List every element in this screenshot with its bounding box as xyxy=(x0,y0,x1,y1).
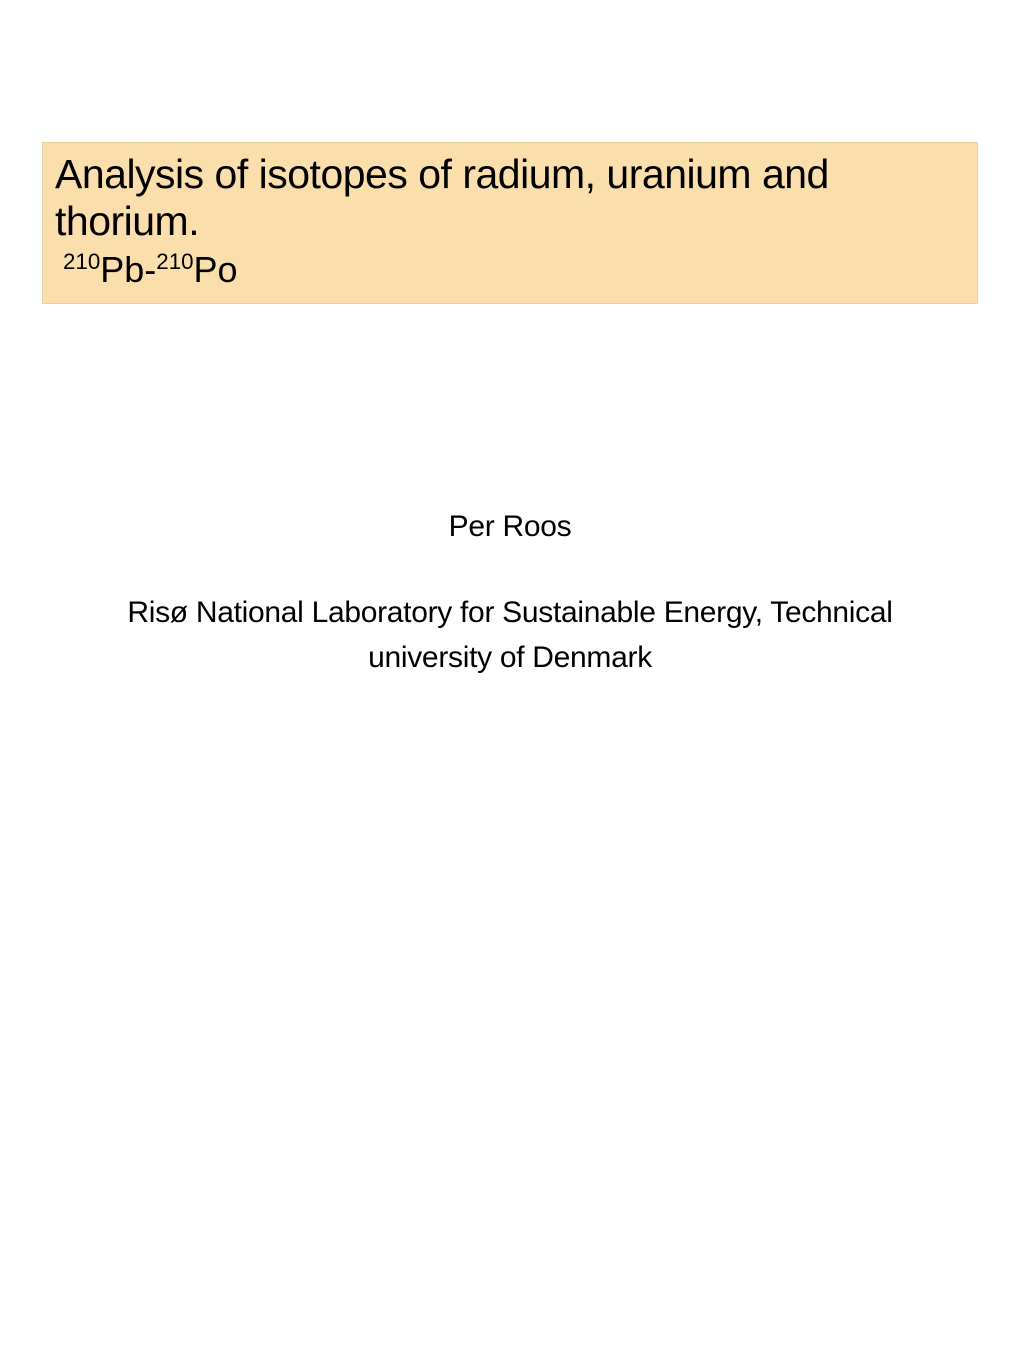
title-box: Analysis of isotopes of radium, uranium … xyxy=(42,142,978,304)
affiliation-line-1: Risø National Laboratory for Sustainable… xyxy=(127,596,892,629)
slide-title: Analysis of isotopes of radium, uranium … xyxy=(55,151,965,245)
isotope-mass-2: 210 xyxy=(156,249,193,274)
isotope-mass-1: 210 xyxy=(63,249,100,274)
isotope-element-2: Po xyxy=(194,249,238,290)
slide-subtitle: 210Pb-210Po xyxy=(55,249,965,291)
author-name: Per Roos xyxy=(0,510,1020,544)
affiliation-line-2: university of Denmark xyxy=(368,641,652,674)
isotope-element-1: Pb xyxy=(100,249,144,290)
author-affiliation: Risø National Laboratory for Sustainable… xyxy=(0,590,1020,680)
